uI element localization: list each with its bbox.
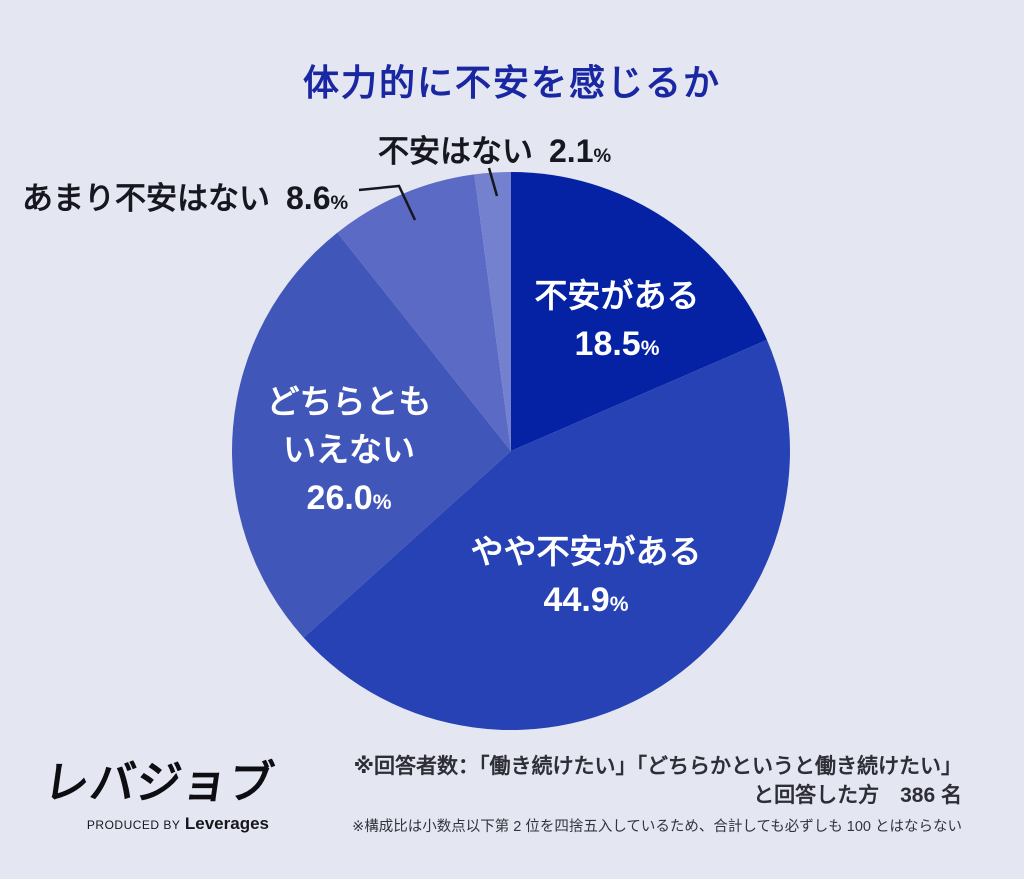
pie-slice-amari-fuan-wa-nai — [337, 174, 511, 452]
slice-label-dochira-tomo: どちらとも いえない 26.0% — [267, 378, 432, 527]
slice-label-text: やや不安がある — [470, 533, 702, 570]
slice-label-text: 不安はない — [378, 134, 533, 169]
footnotes: ※回答者数：「働き続けたい」「どちらかというと働き続けたい」 と回答した方 38… — [352, 752, 962, 836]
respondents-note-line1: ※回答者数：「働き続けたい」「どちらかというと働き続けたい」 — [353, 755, 962, 778]
respondents-note: ※回答者数：「働き続けたい」「どちらかというと働き続けたい」 と回答した方 38… — [352, 752, 962, 810]
company-name: Leverages — [184, 814, 269, 833]
slice-value: 26.0% — [306, 479, 392, 517]
brand-logo: レバジョブ PRODUCED BY Leverages — [41, 746, 278, 834]
slice-value: 8.6% — [286, 180, 349, 216]
slice-label-text: 不安がある — [534, 277, 700, 314]
slice-label-text: あまり不安はない — [22, 181, 270, 216]
brand-logo-byline: PRODUCED BY Leverages — [45, 814, 275, 834]
leader-line-fuan-wa-nai — [487, 167, 499, 197]
slice-label-yaya-fuan-ga-aru: やや不安がある 44.9% — [471, 528, 702, 629]
leader-line-amari-fuan-wa-nai — [358, 184, 417, 221]
slice-label-fuan-wa-nai: 不安はない 2.1% — [378, 126, 611, 171]
slice-label-fuan-ga-aru: 不安がある 18.5% — [535, 272, 700, 373]
slice-label-text: いえない — [283, 431, 415, 468]
pie-slice-yaya-fuan-ga-aru — [303, 339, 790, 730]
pie-slice-fuan-ga-aru — [511, 172, 767, 451]
slice-label-text: どちらとも — [266, 383, 432, 420]
slice-value: 44.9% — [543, 581, 629, 619]
chart-title: 体力的に不安を感じるか — [302, 62, 722, 103]
rounding-note: ※構成比は小数点以下第 2 位を四捨五入しているため、合計しても必ずしも 100… — [352, 819, 962, 835]
pie-slice-fuan-wa-nai — [474, 172, 511, 451]
pie-slice-dochira-tomo — [232, 232, 511, 638]
slice-value: 18.5% — [574, 325, 660, 363]
respondents-note-line2: と回答した方 386 名 — [753, 784, 962, 807]
brand-logo-wordmark: レバジョブ — [40, 757, 279, 808]
slice-value: 2.1% — [549, 133, 612, 169]
produced-by-label: PRODUCED BY — [86, 818, 181, 832]
slice-label-amari-fuan-wa-nai: あまり不安はない 8.6% — [22, 173, 348, 218]
